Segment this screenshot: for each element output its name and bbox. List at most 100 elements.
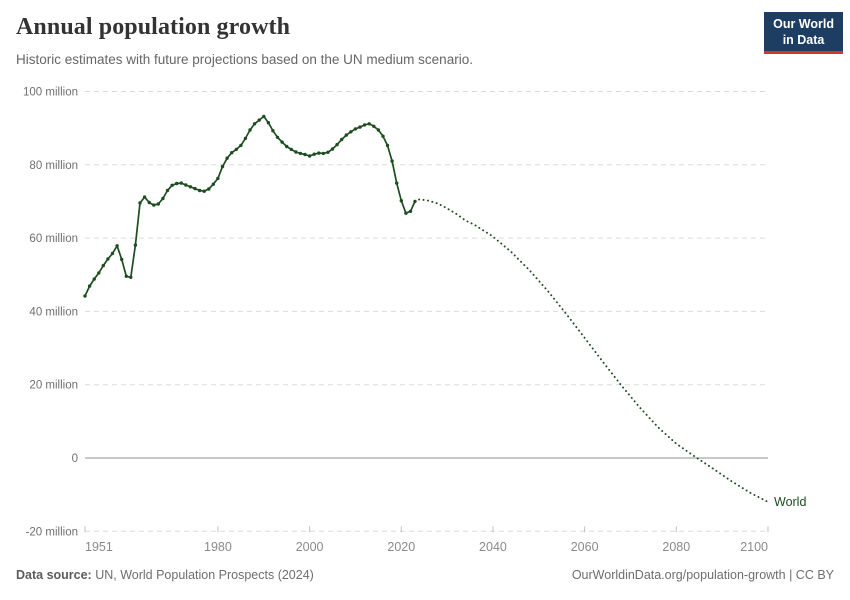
historic-point xyxy=(110,251,115,256)
historic-point xyxy=(138,201,142,205)
historic-point xyxy=(106,257,110,261)
historic-point xyxy=(175,181,179,186)
data-source: Data source: UN, World Population Prospe… xyxy=(16,568,314,582)
historic-point xyxy=(193,186,197,191)
data-source-text: UN, World Population Prospects (2024) xyxy=(91,568,314,582)
historic-point xyxy=(152,203,156,207)
owid-citation-link[interactable]: OurWorldinData.org/population-growth | C… xyxy=(571,568,834,582)
historic-point xyxy=(275,135,280,139)
historic-point xyxy=(147,200,151,205)
data-source-label: Data source: xyxy=(16,568,92,582)
owid-logo[interactable]: Our World in Data xyxy=(764,12,843,55)
historic-point xyxy=(92,277,96,281)
historic-point xyxy=(230,151,234,155)
x-axis-label: 2100 xyxy=(740,540,768,554)
historic-point xyxy=(404,211,408,215)
historic-point xyxy=(97,271,101,275)
historic-point xyxy=(408,209,413,213)
historic-point xyxy=(115,244,119,248)
historic-point xyxy=(211,182,215,186)
historic-point xyxy=(330,147,335,151)
historic-point xyxy=(252,122,257,126)
historic-point xyxy=(367,122,371,126)
historic-point xyxy=(202,189,206,193)
historic-point xyxy=(239,143,243,148)
historic-point xyxy=(317,151,321,155)
historic-point xyxy=(321,151,326,156)
historic-point xyxy=(285,144,289,149)
historic-point xyxy=(120,257,124,262)
historic-line[interactable] xyxy=(84,115,416,297)
historic-point xyxy=(266,121,271,125)
chart-footer: Data source: UN, World Population Prospe… xyxy=(16,568,834,582)
historic-point xyxy=(395,181,399,185)
y-axis-label: 60 million xyxy=(29,233,78,245)
historic-point xyxy=(289,147,293,152)
historic-point xyxy=(358,125,362,129)
historic-point xyxy=(385,143,390,148)
historic-point xyxy=(133,243,138,247)
historic-point xyxy=(170,183,174,187)
y-axis-label: 0 xyxy=(72,453,78,465)
historic-point xyxy=(87,284,92,288)
historic-point xyxy=(243,136,248,141)
y-axis-label: 80 million xyxy=(29,160,78,172)
historic-point xyxy=(124,274,128,278)
historic-point xyxy=(184,183,188,187)
historic-point xyxy=(207,187,211,191)
historic-point xyxy=(344,133,348,137)
historic-point xyxy=(156,202,160,206)
historic-point xyxy=(129,275,133,279)
historic-point xyxy=(83,294,87,298)
historic-point xyxy=(376,128,381,132)
y-axis-label: 100 million xyxy=(23,87,78,99)
historic-point xyxy=(234,147,238,152)
historic-point xyxy=(326,150,330,154)
historic-point xyxy=(340,137,344,142)
x-axis-label: 2040 xyxy=(479,540,507,554)
historic-point xyxy=(280,140,284,144)
historic-point xyxy=(312,152,316,156)
historic-point xyxy=(294,150,298,154)
historic-point xyxy=(362,123,367,127)
historic-point xyxy=(262,114,266,119)
historic-point xyxy=(372,124,376,128)
x-axis-label: 1980 xyxy=(204,540,232,554)
x-axis-label: 2000 xyxy=(296,540,324,554)
historic-point xyxy=(307,154,312,158)
historic-point xyxy=(179,181,183,185)
chart-subtitle: Historic estimates with future projectio… xyxy=(16,52,473,67)
historic-point xyxy=(349,130,353,134)
owid-logo-line1: Our World xyxy=(773,17,834,31)
historic-point xyxy=(303,152,307,157)
historic-point xyxy=(225,156,229,160)
owid-logo-line2: in Data xyxy=(782,32,825,47)
historic-point xyxy=(197,188,202,193)
page-title: Annual population growth xyxy=(16,14,291,40)
historic-point xyxy=(216,176,220,181)
historic-point xyxy=(390,159,394,163)
historic-point xyxy=(142,195,147,199)
historic-point xyxy=(248,128,252,132)
x-axis-label: 2060 xyxy=(571,540,599,554)
historic-point xyxy=(353,127,358,131)
y-axis-label: 20 million xyxy=(29,380,78,392)
x-axis-label: 1951 xyxy=(85,540,113,554)
historic-point xyxy=(161,196,165,201)
historic-point xyxy=(257,118,261,122)
historic-point xyxy=(335,142,339,147)
world-series-label: World xyxy=(774,495,806,509)
historic-point xyxy=(165,188,170,193)
y-axis-label: 40 million xyxy=(29,306,78,318)
historic-point xyxy=(381,134,385,138)
x-axis-label: 2080 xyxy=(662,540,690,554)
historic-point xyxy=(298,151,303,156)
historic-point xyxy=(220,164,225,169)
projection-line[interactable] xyxy=(414,198,769,503)
historic-point xyxy=(399,199,403,203)
historic-point xyxy=(271,129,275,133)
historic-point xyxy=(188,185,193,189)
x-axis-label: 2020 xyxy=(387,540,415,554)
